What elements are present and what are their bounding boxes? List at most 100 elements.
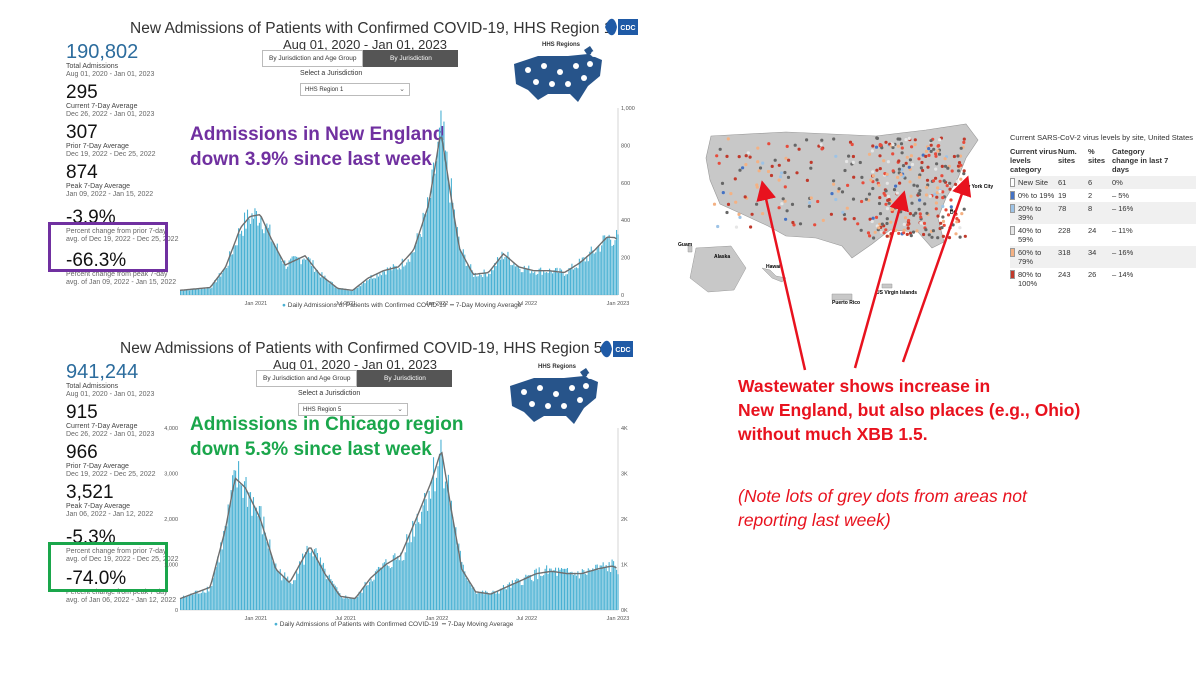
site-dot xyxy=(885,172,889,176)
bar xyxy=(206,586,208,610)
bar xyxy=(257,516,259,610)
site-dot xyxy=(792,223,796,227)
tab-jurisdiction-age[interactable]: By Jurisdiction and Age Group xyxy=(256,370,358,387)
bar xyxy=(249,492,252,610)
bar xyxy=(474,272,476,295)
tab-jurisdiction[interactable]: By Jurisdiction xyxy=(357,370,453,387)
site-dot xyxy=(784,217,788,221)
site-dot xyxy=(821,218,825,222)
x-tick-label: Jul 2022 xyxy=(516,301,537,307)
bar xyxy=(560,269,563,295)
site-dot xyxy=(860,175,864,179)
hhs-regions-map[interactable]: HHS Regions xyxy=(504,364,604,434)
site-dot xyxy=(879,143,883,147)
bar xyxy=(328,574,330,610)
bar xyxy=(592,250,594,295)
bar xyxy=(595,252,597,295)
site-dot xyxy=(879,230,884,234)
site-dot xyxy=(894,184,898,188)
stat-label: Peak 7-Day Average xyxy=(66,183,131,190)
bar xyxy=(337,591,339,610)
bar xyxy=(474,592,476,610)
site-dot xyxy=(766,169,771,174)
stat-label: Percent change from peak 7-day xyxy=(66,589,168,596)
bar xyxy=(368,581,371,610)
site-dot xyxy=(843,168,847,173)
bar xyxy=(598,245,600,295)
bar xyxy=(270,241,272,295)
bar xyxy=(407,259,409,295)
y-tick-label-right: 0 xyxy=(621,293,624,299)
bar xyxy=(392,264,394,295)
bar xyxy=(458,543,460,610)
tab-jurisdiction[interactable]: By Jurisdiction xyxy=(363,50,459,67)
bar xyxy=(266,541,268,610)
bar xyxy=(264,226,266,295)
bar xyxy=(306,259,308,295)
header-pct-sites: % sites xyxy=(1088,147,1106,165)
bar xyxy=(505,257,507,295)
bar xyxy=(428,490,430,610)
site-dot xyxy=(749,225,753,229)
site-dot xyxy=(791,220,795,225)
site-dot xyxy=(875,178,879,182)
bar xyxy=(572,574,574,610)
site-dot xyxy=(958,235,962,239)
bar xyxy=(290,582,292,610)
bar xyxy=(492,270,494,295)
site-dot xyxy=(830,192,834,196)
bar xyxy=(217,556,219,610)
y-tick-label-left: 0 xyxy=(175,608,178,614)
bar xyxy=(309,258,311,295)
site-dot xyxy=(834,197,838,202)
stat-prior: 307 Prior 7-Day Average Dec 19, 2022 - D… xyxy=(66,122,186,159)
jurisdiction-select[interactable]: HHS Region 5 ⌄ xyxy=(298,403,408,416)
bar-series xyxy=(180,110,619,295)
bar xyxy=(483,594,485,610)
site-dot xyxy=(852,175,856,179)
bar xyxy=(516,578,518,610)
site-dot xyxy=(878,196,882,200)
bar xyxy=(287,576,289,610)
hhs-regions-map[interactable]: HHS Regions xyxy=(508,42,608,112)
site-dot xyxy=(934,152,938,156)
bar xyxy=(211,287,213,295)
site-dot xyxy=(761,212,765,216)
bar xyxy=(246,506,249,610)
site-dot xyxy=(808,201,812,205)
site-dot xyxy=(738,215,742,219)
bar xyxy=(434,491,436,610)
bar xyxy=(587,261,589,295)
bar xyxy=(401,258,403,295)
bar xyxy=(514,266,516,295)
bar xyxy=(491,592,493,610)
jurisdiction-select[interactable]: HHS Region 1 ⌄ xyxy=(300,83,410,96)
bar xyxy=(214,280,216,295)
bar xyxy=(546,565,548,610)
site-dot xyxy=(954,232,958,236)
bar xyxy=(418,236,420,295)
cell-change: – 11% xyxy=(1112,226,1133,235)
bar xyxy=(403,559,405,610)
tab-jurisdiction-age[interactable]: By Jurisdiction and Age Group xyxy=(262,50,364,67)
bar xyxy=(443,121,445,295)
site-dot xyxy=(757,169,761,173)
site-dot xyxy=(922,221,927,225)
bar xyxy=(537,579,539,610)
bar xyxy=(590,246,592,295)
cell-pct-sites: 2 xyxy=(1088,191,1093,200)
bar-series xyxy=(180,439,619,610)
site-dot xyxy=(867,192,872,196)
site-dot xyxy=(871,170,875,174)
site-dot xyxy=(885,221,889,226)
bar xyxy=(526,575,528,610)
bar xyxy=(223,530,225,610)
bar xyxy=(376,273,378,295)
bar xyxy=(547,573,549,610)
table-row: 40% to 59% 228 24 – 11% xyxy=(1010,224,1196,246)
bar xyxy=(425,214,427,295)
site-dot xyxy=(920,160,924,165)
bar xyxy=(432,162,435,295)
bar xyxy=(300,562,302,610)
